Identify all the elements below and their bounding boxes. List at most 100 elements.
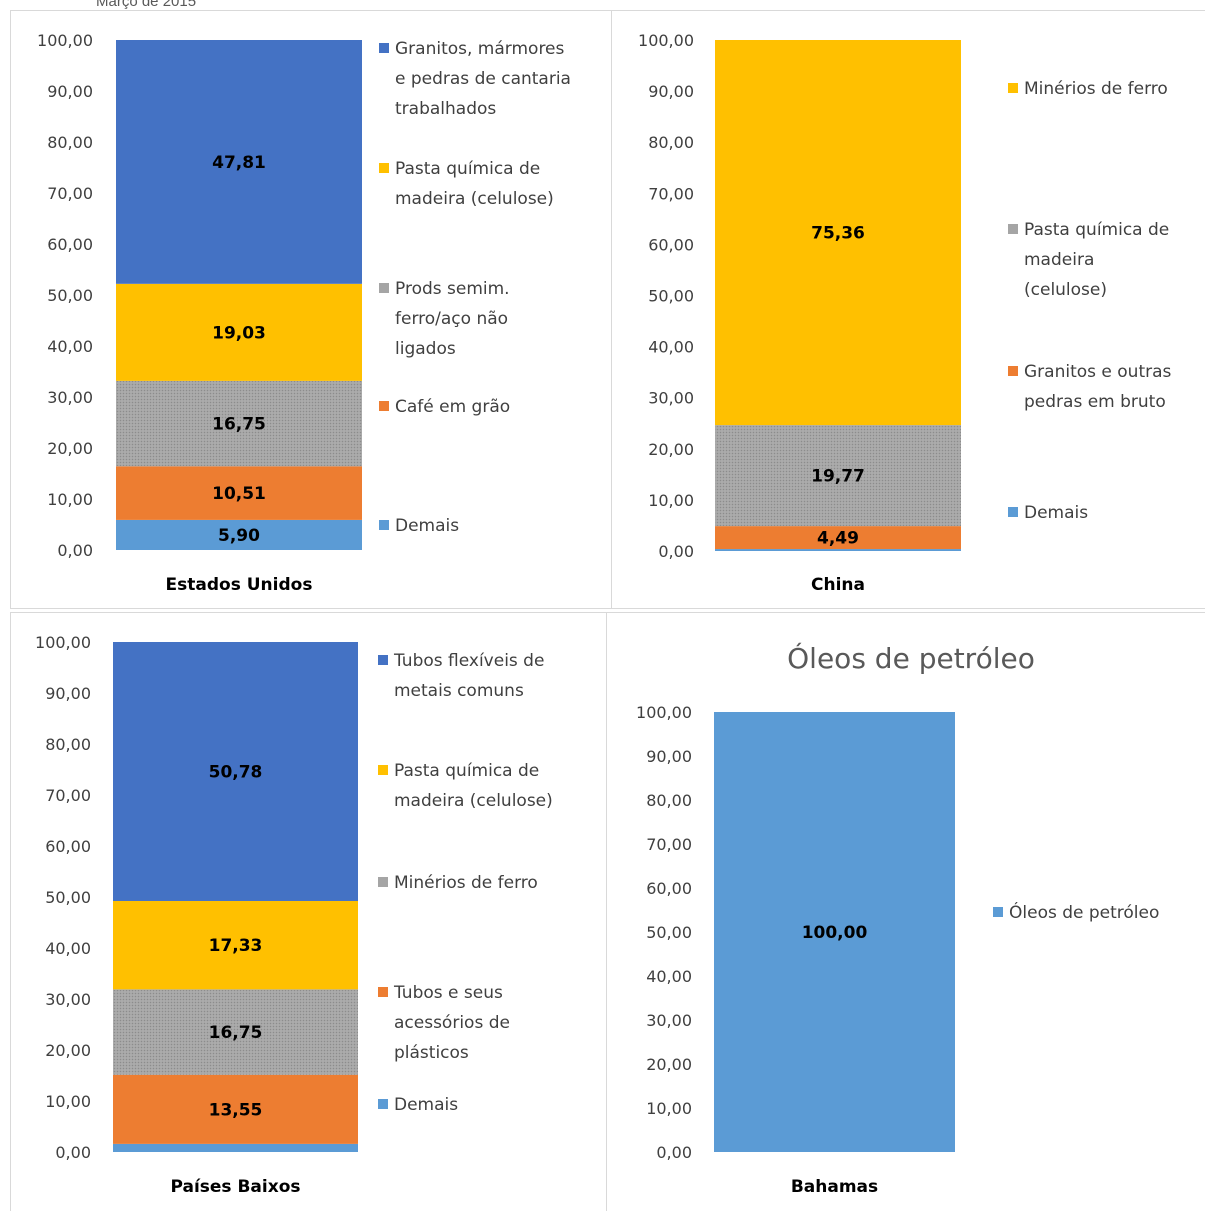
legend-swatch (1008, 507, 1018, 517)
y-tick-label: 10,00 (47, 490, 93, 509)
chart-title: Óleos de petróleo (787, 641, 1035, 675)
chart-estados-unidos: 0,00 10,00 20,00 30,00 40,00 50,00 60,00 70,00 8… (37, 31, 571, 595)
data-label: 17,33 (209, 936, 263, 956)
legend-label: pedras em bruto (1024, 392, 1166, 412)
y-tick-label: 70,00 (45, 786, 91, 805)
legend-swatch (993, 907, 1003, 917)
bar-segment (113, 1143, 358, 1152)
legend-label: Óleos de petróleo (1009, 901, 1159, 923)
y-tick-label: 10,00 (646, 1099, 692, 1118)
y-tick-label: 50,00 (47, 286, 93, 305)
y-tick-label: 50,00 (646, 923, 692, 942)
bar-segment (715, 425, 961, 527)
legend-label: ligados (395, 339, 456, 359)
legend-label: ferro/aço não (395, 309, 508, 329)
legend-swatch (379, 520, 389, 530)
legend-label: Granitos, mármores (395, 39, 565, 59)
y-tick-label: 60,00 (648, 235, 694, 254)
legend-label: plásticos (394, 1043, 469, 1063)
y-tick-label: 90,00 (648, 82, 694, 101)
legend-swatch (378, 765, 388, 775)
y-tick-label: 80,00 (45, 735, 91, 754)
data-label: 75,36 (811, 224, 865, 244)
legend-label: acessórios de (394, 1013, 510, 1033)
y-tick-label: 70,00 (47, 184, 93, 203)
bar-segment (715, 549, 961, 551)
legend-label: Minérios de ferro (394, 873, 538, 893)
bar-segment (116, 466, 362, 520)
legend-swatch (378, 655, 388, 665)
bar-segment (113, 989, 358, 1075)
legend-label: madeira (1024, 250, 1094, 270)
y-tick-label: 20,00 (45, 1041, 91, 1060)
y-tick-label: 70,00 (646, 835, 692, 854)
y-tick-label: 50,00 (648, 287, 694, 306)
y-tick-label: 80,00 (646, 791, 692, 810)
y-tick-label: 40,00 (47, 337, 93, 356)
y-tick-label: 30,00 (47, 388, 93, 407)
bar-segment (116, 283, 362, 381)
legend-label: madeira (celulose) (395, 189, 554, 209)
y-tick-label: 30,00 (648, 389, 694, 408)
y-tick-label: 100,00 (37, 31, 93, 50)
legend-label: Prods semim. (395, 279, 510, 299)
bar-segment (715, 40, 961, 426)
legend-label: trabalhados (395, 99, 496, 119)
bar-segment (116, 40, 362, 284)
y-tick-label: 30,00 (646, 1011, 692, 1030)
y-tick-label: 90,00 (47, 82, 93, 101)
legend-label: Granitos e outras (1024, 362, 1172, 382)
y-tick-label: 10,00 (45, 1092, 91, 1111)
bar-segment (113, 1074, 358, 1144)
y-tick-label: 60,00 (646, 879, 692, 898)
bar-segment (113, 900, 358, 990)
y-tick-label: 0,00 (658, 542, 694, 561)
category-label: Bahamas (791, 1177, 878, 1197)
chart-china: 0,00 10,00 20,00 30,00 40,00 50,00 60,00 70,00 8… (638, 31, 1171, 595)
legend-label: Tubos e seus (393, 983, 503, 1003)
legend-swatch (379, 401, 389, 411)
y-tick-label: 80,00 (47, 133, 93, 152)
legend-label: Pasta química de (1024, 220, 1169, 240)
y-tick-label: 40,00 (45, 939, 91, 958)
y-tick-label: 90,00 (45, 684, 91, 703)
legend-label: Demais (1024, 503, 1088, 523)
data-label: 50,78 (209, 762, 263, 782)
data-label: 5,90 (218, 526, 260, 546)
y-tick-label: 0,00 (57, 541, 93, 560)
legend-swatch (378, 877, 388, 887)
y-tick-label: 100,00 (35, 633, 91, 652)
y-tick-label: 40,00 (646, 967, 692, 986)
legend-swatch (378, 987, 388, 997)
data-label: 47,81 (212, 153, 266, 173)
y-tick-label: 100,00 (636, 703, 692, 722)
data-label: 16,75 (212, 415, 266, 435)
legend-label: Café em grão (395, 397, 510, 417)
legend-label: e pedras de cantaria (395, 69, 571, 89)
y-tick-label: 70,00 (648, 184, 694, 203)
legend-label: Pasta química de (394, 761, 539, 781)
data-label: 100,00 (802, 923, 868, 943)
y-tick-label: 90,00 (646, 747, 692, 766)
y-tick-label: 20,00 (646, 1055, 692, 1074)
y-tick-label: 0,00 (55, 1143, 91, 1162)
legend-label: madeira (celulose) (394, 791, 553, 811)
legend-swatch (1008, 224, 1018, 234)
y-tick-label: 60,00 (47, 235, 93, 254)
y-tick-label: 10,00 (648, 491, 694, 510)
bar-segment (714, 712, 955, 1152)
category-label: Estados Unidos (166, 575, 313, 595)
legend-swatch (379, 43, 389, 53)
bar-segment (715, 526, 961, 550)
legend-label: Tubos flexíveis de (393, 651, 544, 671)
y-tick-label: 30,00 (45, 990, 91, 1009)
data-label: 10,51 (212, 484, 266, 504)
legend-swatch (1008, 366, 1018, 376)
y-tick-label: 20,00 (648, 440, 694, 459)
bar-segment (116, 519, 362, 550)
category-label: Países Baixos (170, 1177, 300, 1197)
bar-segment (116, 380, 362, 467)
legend-label: Minérios de ferro (1024, 79, 1168, 99)
legend-label: metais comuns (394, 681, 524, 701)
